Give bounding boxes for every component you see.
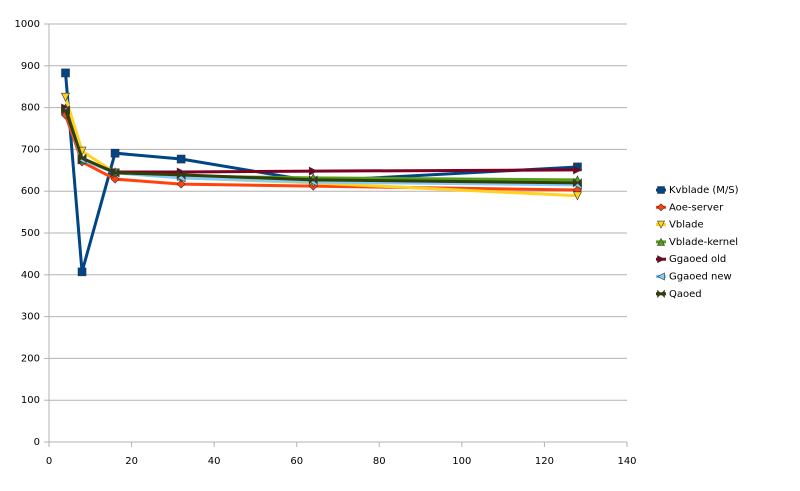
data-point [572, 191, 582, 201]
legend-label: Aoe-server [669, 202, 724, 213]
y-tick-label: 600 [21, 186, 40, 197]
x-tick-label: 120 [535, 456, 554, 467]
y-tick-label: 400 [21, 270, 40, 281]
x-tick-label: 140 [617, 456, 636, 467]
data-point [573, 178, 582, 188]
data-point [61, 92, 70, 102]
data-point [61, 68, 70, 78]
y-tick-label: 300 [21, 312, 40, 323]
x-tick-label: 60 [290, 456, 303, 467]
y-tick-label: 700 [21, 144, 40, 155]
y-tick-label: 100 [21, 395, 40, 406]
legend-marker [657, 289, 665, 299]
data-point [77, 267, 87, 277]
x-tick-label: 20 [125, 456, 138, 467]
data-point [308, 166, 318, 176]
legend-marker [657, 255, 666, 264]
series-line [64, 109, 578, 185]
y-tick-label: 200 [21, 353, 40, 364]
x-tick-label: 0 [46, 456, 52, 467]
legend-label: Kvblade (M/S) [669, 185, 739, 196]
data-point [176, 170, 186, 180]
y-tick-label: 900 [21, 61, 40, 72]
legend-label: Vblade-kernel [669, 237, 738, 248]
y-tick-label: 1000 [15, 19, 40, 30]
data-point [176, 179, 186, 189]
legend-marker [657, 203, 665, 212]
data-point [77, 153, 87, 163]
legend-marker [657, 237, 665, 246]
x-tick-label: 80 [373, 456, 386, 467]
legend-marker [656, 272, 665, 281]
legend-label: Ggaoed new [669, 272, 732, 283]
legend-label: Ggaoed old [669, 254, 726, 265]
x-tick-label: 100 [452, 456, 471, 467]
data-point [110, 168, 120, 178]
y-tick-label: 800 [21, 103, 40, 114]
y-tick-label: 0 [34, 437, 40, 448]
legend-marker [657, 186, 665, 194]
legend-label: Qaoed [669, 289, 702, 300]
x-tick-label: 40 [208, 456, 221, 467]
legend-marker [657, 220, 665, 229]
data-point [573, 165, 583, 175]
data-point [110, 174, 120, 184]
series-line [64, 107, 578, 174]
data-point [61, 105, 70, 115]
legend-label: Vblade [669, 220, 704, 231]
y-tick-label: 500 [21, 228, 40, 239]
data-point [176, 154, 186, 164]
data-point [308, 175, 318, 185]
data-point [110, 148, 120, 158]
